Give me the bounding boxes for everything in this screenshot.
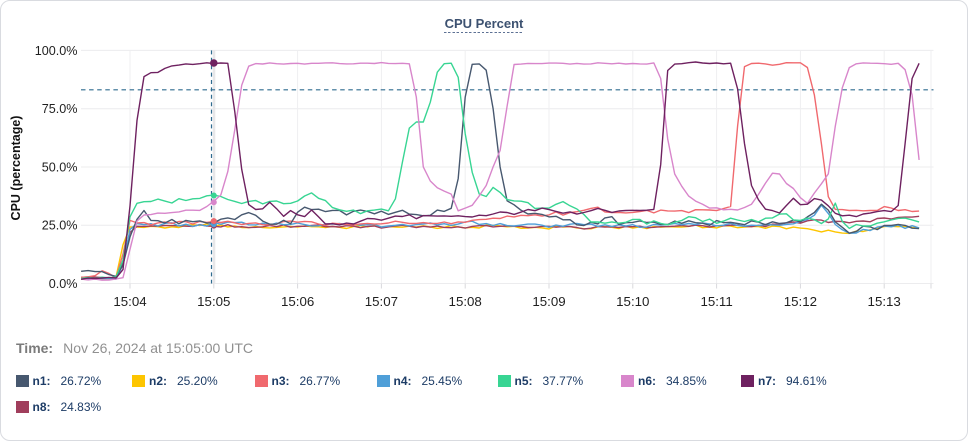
- svg-text:15:04: 15:04: [113, 294, 146, 309]
- svg-text:15:07: 15:07: [365, 294, 398, 309]
- svg-text:15:05: 15:05: [197, 294, 230, 309]
- svg-text:15:09: 15:09: [532, 294, 565, 309]
- svg-text:15:13: 15:13: [868, 294, 901, 309]
- svg-text:15:08: 15:08: [449, 294, 482, 309]
- svg-text:15:11: 15:11: [700, 294, 732, 309]
- svg-text:15:06: 15:06: [281, 294, 314, 309]
- svg-text:25.0%: 25.0%: [42, 219, 78, 233]
- svg-text:0.0%: 0.0%: [49, 277, 78, 291]
- svg-text:75.0%: 75.0%: [42, 102, 78, 116]
- svg-text:CPU (percentage): CPU (percentage): [9, 116, 23, 221]
- svg-text:100.0%: 100.0%: [35, 44, 78, 58]
- svg-text:15:10: 15:10: [616, 294, 649, 309]
- svg-text:15:12: 15:12: [784, 294, 817, 309]
- svg-text:50.0%: 50.0%: [42, 160, 78, 174]
